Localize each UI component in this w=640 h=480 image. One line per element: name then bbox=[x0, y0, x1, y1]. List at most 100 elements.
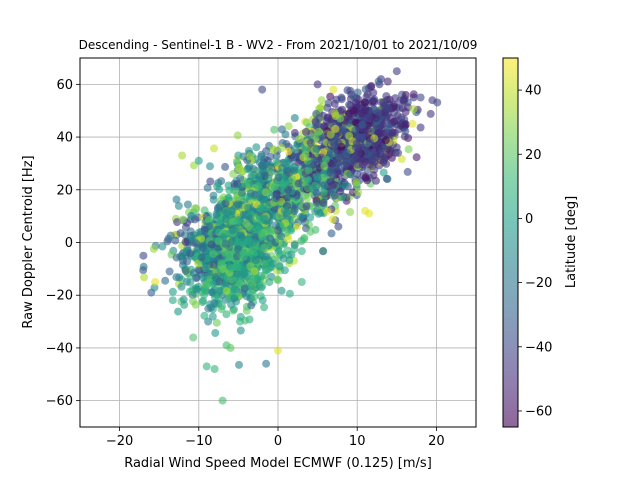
scatter-point bbox=[290, 128, 299, 137]
scatter-point bbox=[346, 170, 355, 179]
colorbar-tick-label: −20 bbox=[525, 276, 552, 291]
y-tick-label: −40 bbox=[46, 341, 73, 356]
scatter-point bbox=[253, 225, 262, 234]
scatter-point bbox=[274, 276, 283, 285]
scatter-point bbox=[260, 303, 269, 312]
scatter-point bbox=[209, 191, 218, 200]
scatter-point bbox=[301, 150, 310, 159]
scatter-point bbox=[295, 135, 304, 143]
scatter-point bbox=[365, 160, 374, 169]
scatter-point bbox=[246, 152, 254, 161]
scatter-point bbox=[258, 85, 267, 94]
scatter-point bbox=[235, 231, 244, 240]
scatter-point bbox=[234, 263, 243, 272]
scatter-point bbox=[232, 297, 241, 306]
scatter-point bbox=[284, 122, 293, 131]
scatter-point bbox=[262, 266, 271, 275]
scatter-point bbox=[331, 124, 340, 133]
scatter-point bbox=[279, 254, 288, 263]
scatter-point bbox=[242, 219, 251, 228]
scatter-point bbox=[212, 318, 221, 327]
scatter-point bbox=[361, 98, 370, 107]
scatter-point bbox=[352, 178, 361, 187]
scatter-point bbox=[300, 234, 309, 242]
scatter-point bbox=[228, 226, 237, 235]
colorbar bbox=[502, 57, 519, 428]
scatter-point bbox=[234, 237, 243, 246]
y-tick-label: 40 bbox=[56, 131, 73, 146]
scatter-point bbox=[230, 186, 239, 195]
scatter-point bbox=[404, 145, 413, 154]
scatter-point bbox=[408, 119, 417, 128]
scatter-point bbox=[207, 240, 216, 249]
scatter-point bbox=[409, 105, 418, 113]
scatter-point bbox=[235, 360, 243, 369]
scatter-point bbox=[374, 129, 383, 138]
scatter-point bbox=[230, 179, 239, 188]
scatter-point bbox=[366, 138, 374, 147]
scatter-point bbox=[275, 212, 284, 220]
scatter-point bbox=[392, 67, 401, 76]
scatter-point bbox=[370, 105, 379, 114]
scatter-point bbox=[302, 202, 311, 211]
scatter-point bbox=[267, 227, 276, 236]
scatter-point bbox=[297, 247, 306, 256]
scatter-point bbox=[319, 247, 327, 256]
scatter-point bbox=[194, 259, 203, 268]
scatter-point bbox=[252, 143, 261, 152]
scatter-point bbox=[279, 181, 288, 190]
scatter-point bbox=[401, 121, 410, 129]
scatter-point bbox=[268, 259, 277, 268]
scatter-point bbox=[312, 198, 321, 207]
scatter-point bbox=[274, 346, 282, 355]
scatter-point bbox=[168, 287, 177, 296]
scatter-point bbox=[206, 162, 214, 171]
scatter-point bbox=[221, 239, 230, 248]
scatter-point bbox=[391, 94, 400, 103]
scatter-point bbox=[262, 252, 271, 261]
scatter-point bbox=[361, 106, 370, 115]
scatter-point bbox=[416, 123, 425, 132]
x-axis-label: Radial Wind Speed Model ECMWF (0.125) [m… bbox=[124, 456, 432, 471]
scatter-point bbox=[165, 267, 174, 276]
scatter-point bbox=[237, 271, 246, 280]
scatter-point bbox=[284, 235, 293, 244]
scatter-point bbox=[178, 215, 187, 224]
y-tick-label: 60 bbox=[56, 78, 73, 93]
scatter-point bbox=[353, 160, 362, 169]
scatter-point bbox=[174, 201, 183, 210]
scatter-point bbox=[321, 155, 330, 164]
scatter-point bbox=[211, 329, 220, 337]
scatter-point bbox=[251, 256, 260, 265]
scatter-point bbox=[313, 80, 322, 89]
scatter-point bbox=[352, 154, 361, 163]
scatter-point bbox=[352, 99, 360, 108]
scatter-point bbox=[337, 193, 346, 202]
scatter-point bbox=[312, 109, 321, 118]
scatter-point bbox=[290, 207, 299, 215]
scatter-point bbox=[174, 307, 183, 316]
scatter-point bbox=[282, 209, 291, 217]
y-tick-label: −20 bbox=[46, 289, 73, 304]
scatter-point bbox=[200, 290, 209, 299]
y-axis-label: Raw Doppler Centroid [Hz] bbox=[21, 155, 36, 328]
scatter-point bbox=[172, 195, 181, 204]
scatter-point bbox=[266, 234, 275, 243]
scatter-point bbox=[319, 188, 328, 197]
scatter-point bbox=[270, 125, 279, 134]
scatter-point bbox=[246, 189, 255, 198]
scatter-point bbox=[330, 191, 339, 200]
x-tick-label: −20 bbox=[106, 434, 133, 449]
scatter-point bbox=[328, 159, 337, 168]
scatter-point bbox=[277, 286, 286, 295]
scatter-point bbox=[367, 81, 376, 90]
scatter-point bbox=[179, 295, 188, 304]
scatter-point bbox=[241, 316, 249, 325]
scatter-point bbox=[186, 278, 195, 287]
colorbar-tick-label: 40 bbox=[525, 84, 542, 99]
scatter-point bbox=[382, 104, 391, 112]
scatter-point bbox=[290, 245, 299, 254]
scatter-point bbox=[346, 86, 355, 95]
scatter-point bbox=[365, 112, 374, 121]
scatter-point bbox=[210, 144, 218, 153]
